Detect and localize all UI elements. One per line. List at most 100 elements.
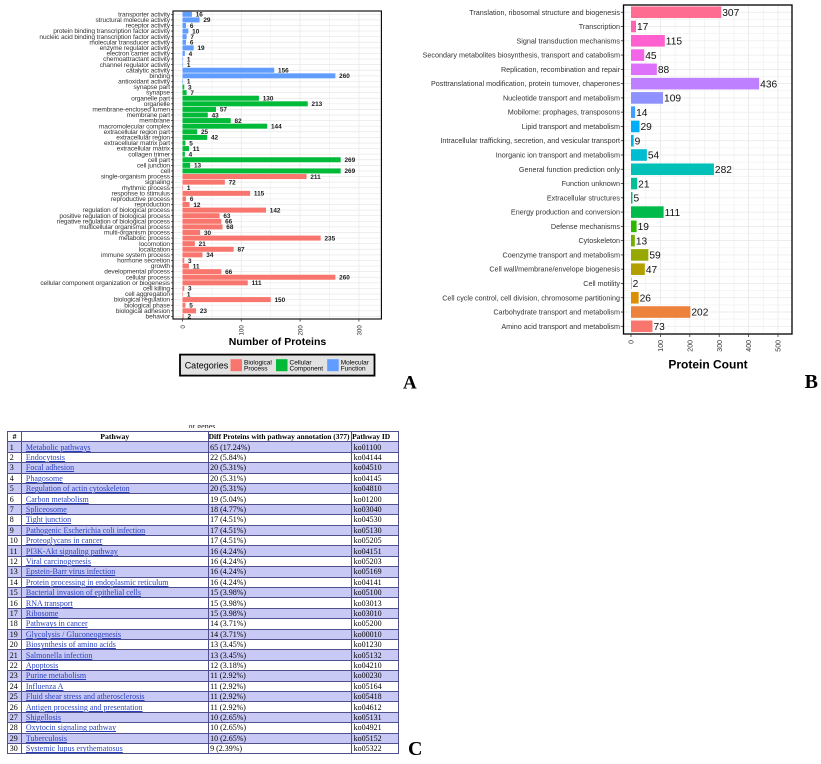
svg-text:Function unknown: Function unknown: [562, 179, 620, 188]
svg-text:organelle part: organelle part: [131, 95, 170, 102]
svg-text:Biological: Biological: [244, 360, 272, 367]
svg-text:Translation, ribosomal structu: Translation, ribosomal structure and bio…: [469, 8, 620, 17]
svg-text:immune system process: immune system process: [101, 252, 171, 259]
svg-text:Coenzyme transport and metabol: Coenzyme transport and metabolism: [503, 250, 620, 259]
svg-text:chemoattractant activity: chemoattractant activity: [103, 56, 171, 63]
svg-text:transporter activity: transporter activity: [118, 11, 171, 18]
svg-text:47: 47: [646, 265, 658, 276]
svg-text:catalytic activity: catalytic activity: [126, 67, 171, 74]
svg-text:111: 111: [252, 280, 262, 287]
svg-text:localization: localization: [139, 246, 171, 253]
svg-text:Amino acid transport and metab: Amino acid transport and metabolism: [501, 322, 620, 331]
svg-text:enzyme regulator activity: enzyme regulator activity: [100, 45, 171, 52]
svg-text:6: 6: [190, 23, 194, 30]
svg-text:66: 66: [225, 269, 233, 276]
svg-text:behavior: behavior: [146, 314, 171, 321]
svg-text:signaling: signaling: [145, 179, 171, 186]
svg-text:10: 10: [192, 28, 200, 35]
svg-text:5: 5: [189, 303, 193, 310]
svg-text:multicellular organismal proce: multicellular organismal process: [79, 224, 170, 231]
svg-text:1: 1: [187, 291, 191, 298]
svg-text:Categories: Categories: [185, 360, 229, 370]
svg-text:1: 1: [187, 62, 191, 69]
svg-text:protein binding transcription: protein binding transcription factor act…: [53, 28, 171, 35]
svg-text:single-organism process: single-organism process: [101, 174, 171, 181]
svg-text:142: 142: [270, 207, 281, 214]
svg-text:regulation of biological proce: regulation of biological process: [83, 207, 171, 214]
svg-text:developmental process: developmental process: [104, 269, 171, 276]
svg-text:43: 43: [212, 112, 220, 119]
svg-text:144: 144: [271, 123, 282, 130]
svg-text:13: 13: [194, 163, 202, 170]
svg-text:collagen trimer: collagen trimer: [128, 151, 171, 158]
svg-text:30: 30: [204, 230, 212, 237]
svg-text:57: 57: [220, 107, 228, 114]
svg-text:cell part: cell part: [148, 157, 170, 164]
svg-text:19: 19: [197, 45, 205, 52]
svg-text:Posttranslational modification: Posttranslational modification, protein …: [431, 79, 620, 88]
svg-text:19: 19: [638, 222, 650, 233]
svg-text:12: 12: [193, 202, 201, 209]
svg-text:Defense mechanisms: Defense mechanisms: [551, 222, 621, 231]
svg-text:68: 68: [226, 224, 234, 231]
svg-text:42: 42: [211, 135, 219, 142]
svg-text:Transcription: Transcription: [579, 22, 620, 31]
svg-text:Carbohydrate transport and met: Carbohydrate transport and metabolism: [493, 308, 620, 317]
svg-text:29: 29: [203, 17, 211, 24]
svg-text:260: 260: [339, 275, 350, 282]
svg-text:26: 26: [640, 293, 652, 304]
svg-text:34: 34: [206, 252, 214, 259]
svg-text:rhythmic process: rhythmic process: [122, 185, 171, 192]
svg-text:7: 7: [190, 90, 194, 97]
svg-text:cell killing: cell killing: [143, 286, 170, 293]
svg-text:13: 13: [636, 236, 648, 247]
svg-text:25: 25: [201, 129, 209, 136]
svg-text:locomotion: locomotion: [139, 241, 170, 248]
svg-text:multi-organism process: multi-organism process: [104, 230, 171, 237]
svg-text:extracellular matrix part: extracellular matrix part: [104, 140, 170, 147]
svg-text:29: 29: [641, 122, 653, 133]
svg-text:reproduction: reproduction: [135, 202, 171, 209]
svg-text:307: 307: [722, 8, 739, 19]
svg-text:hormone secretion: hormone secretion: [117, 258, 170, 265]
svg-text:biological adhesion: biological adhesion: [116, 308, 171, 315]
svg-text:extracellular region: extracellular region: [116, 134, 170, 141]
svg-text:202: 202: [691, 308, 708, 319]
svg-text:Cellular: Cellular: [290, 360, 313, 367]
svg-text:21: 21: [199, 241, 207, 248]
svg-text:antioxidant activity: antioxidant activity: [118, 79, 171, 86]
svg-text:synapse: synapse: [146, 90, 170, 97]
svg-text:metabolic process: metabolic process: [119, 235, 171, 242]
svg-text:Protein Count: Protein Count: [668, 358, 747, 372]
svg-text:200: 200: [687, 340, 694, 352]
svg-text:115: 115: [666, 37, 683, 48]
svg-text:cell aggregation: cell aggregation: [125, 291, 170, 298]
svg-text:100: 100: [658, 340, 665, 352]
svg-text:72: 72: [229, 179, 237, 186]
svg-text:Extracellular structures: Extracellular structures: [547, 193, 621, 202]
svg-text:reproductive process: reproductive process: [111, 196, 171, 203]
svg-text:2: 2: [633, 279, 639, 290]
svg-text:Cell motility: Cell motility: [583, 279, 620, 288]
svg-text:1: 1: [187, 79, 191, 86]
svg-text:Function: Function: [341, 365, 366, 372]
svg-text:82: 82: [235, 118, 243, 125]
svg-text:300: 300: [356, 325, 363, 336]
svg-text:Cell cycle control, cell divis: Cell cycle control, cell division, chrom…: [442, 293, 620, 302]
svg-text:23: 23: [200, 308, 208, 315]
svg-text:membrane part: membrane part: [127, 112, 171, 119]
svg-text:nucleic acid binding transcrip: nucleic acid binding transcription facto…: [39, 34, 170, 41]
svg-text:biological regulation: biological regulation: [114, 297, 171, 304]
svg-text:88: 88: [658, 65, 670, 76]
svg-text:1: 1: [187, 56, 191, 63]
svg-text:17: 17: [637, 22, 649, 33]
svg-text:positive regulation of biologi: positive regulation of biological proces…: [59, 213, 170, 220]
svg-text:3: 3: [188, 286, 192, 293]
svg-text:Secondary metabolites biosynth: Secondary metabolites biosynthesis, tran…: [423, 51, 620, 60]
svg-text:63: 63: [223, 213, 231, 220]
svg-text:Component: Component: [290, 365, 324, 372]
svg-text:B: B: [805, 371, 818, 393]
svg-text:200: 200: [298, 325, 305, 336]
svg-text:1: 1: [187, 185, 191, 192]
svg-text:269: 269: [344, 168, 355, 175]
